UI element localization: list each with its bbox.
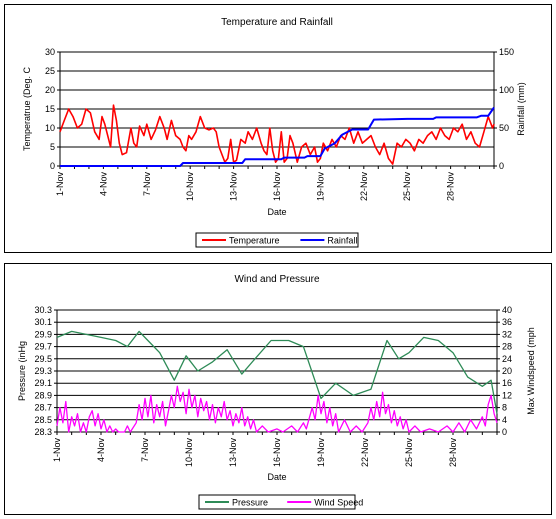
pressure-series-line — [56, 330, 498, 414]
wind-speed-series-line — [56, 385, 498, 433]
y-tick-label-right: 32 — [502, 329, 512, 339]
y-tick-label-left: 29.1 — [34, 378, 52, 388]
legend-label-wind-speed: Wind Speed — [314, 498, 363, 508]
y-tick-label-right: 28 — [502, 342, 512, 352]
y-tick-label-right: 12 — [502, 390, 512, 400]
y-tick-label-left: 29.7 — [34, 342, 52, 352]
y-tick-label-left: 30.3 — [34, 305, 52, 315]
y-tick-label-left: 28.7 — [34, 403, 52, 413]
y-axis-label-left: Pressure (inHg — [17, 341, 27, 401]
wind-pressure-chart-panel: Wind and Pressure 28.3 28.5 28.7 28.9 29.1 29.… — [4, 263, 552, 515]
x-axis-label: Date — [267, 472, 286, 482]
temperature-series-line — [59, 104, 495, 165]
y-tick-label-right: 4 — [502, 415, 507, 425]
x-tick-label: 19-Nov — [315, 172, 325, 202]
y-tick-label-right: 8 — [502, 403, 507, 413]
x-tick-label: 28-Nov — [446, 172, 456, 202]
y-tick-label-left: 25 — [45, 66, 55, 76]
y-tick-label-right: 20 — [502, 366, 512, 376]
x-tick-label: 1-Nov — [52, 438, 62, 463]
x-tick-label: 13-Nov — [228, 438, 238, 468]
legend-label-temperature: Temperature — [229, 236, 280, 246]
y-axis-label-right: Rainfall (mm) — [516, 82, 526, 136]
x-tick-label: 13-Nov — [229, 172, 239, 202]
y-tick-label-right: 36 — [502, 317, 512, 327]
y-axis-label-left: Temperatrue (Deg. C — [22, 66, 32, 151]
x-tick-label: 22-Nov — [360, 438, 370, 468]
x-tick-label: 22-Nov — [359, 172, 369, 202]
y-tick-label-left: 28.9 — [34, 390, 52, 400]
y-tick-label-right: 100 — [499, 85, 514, 95]
x-tick-label: 4-Nov — [96, 438, 106, 463]
y-tick-label-left: 29.5 — [34, 354, 52, 364]
legend-label-pressure: Pressure — [232, 498, 268, 508]
x-tick-label: 4-Nov — [98, 172, 108, 197]
x-tick-label: 16-Nov — [272, 438, 282, 468]
y-tick-label-left: 29.9 — [34, 329, 52, 339]
y-tick-label-left: 30 — [45, 47, 55, 57]
x-tick-label: 1-Nov — [55, 172, 65, 197]
x-tick-label: 25-Nov — [404, 438, 414, 468]
x-tick-label: 10-Nov — [185, 172, 195, 202]
legend-label-rainfall: Rainfall — [327, 236, 357, 246]
chart-title: Temperature and Rainfall — [221, 17, 333, 28]
y-tick-label-left: 0 — [50, 161, 55, 171]
x-tick-label: 19-Nov — [316, 438, 326, 468]
y-tick-label-right: 40 — [502, 305, 512, 315]
y-tick-label-left: 28.3 — [34, 427, 52, 437]
x-tick-label: 28-Nov — [448, 438, 458, 468]
y-tick-label-right: 0 — [502, 427, 507, 437]
y-tick-label-left: 29.3 — [34, 366, 52, 376]
temperature-rainfall-chart-panel: Temperature and Rainfall 0 5 10 15 20 25 30 0 50 1… — [4, 4, 552, 253]
y-tick-label-right: 24 — [502, 354, 512, 364]
y-tick-label-right: 50 — [499, 123, 509, 133]
x-tick-label: 10-Nov — [184, 438, 194, 468]
x-tick-label: 16-Nov — [272, 172, 282, 202]
legend-box — [195, 232, 359, 248]
legend-box — [198, 494, 356, 510]
y-tick-label-left: 10 — [45, 123, 55, 133]
y-tick-label-right: 16 — [502, 378, 512, 388]
x-tick-label: 7-Nov — [140, 438, 150, 463]
y-tick-label-right: 150 — [499, 47, 514, 57]
y-tick-label-left: 28.5 — [34, 415, 52, 425]
y-tick-label-left: 20 — [45, 85, 55, 95]
x-tick-label: 7-Nov — [142, 172, 152, 197]
x-axis-label: Date — [267, 207, 286, 217]
wind-pressure-chart: Wind and Pressure 28.3 28.5 28.7 28.9 29.1 29.… — [17, 274, 536, 510]
y-tick-label-right: 0 — [499, 161, 504, 171]
rainfall-series-line — [60, 106, 495, 167]
y-tick-label-left: 15 — [45, 104, 55, 114]
chart-title: Wind and Pressure — [234, 274, 319, 285]
temperature-rainfall-chart: Temperature and Rainfall 0 5 10 15 20 25 30 0 50 1… — [22, 17, 526, 248]
y-tick-label-left: 30.1 — [34, 317, 52, 327]
y-axis-label-right: Max Windspeed (mph — [526, 327, 536, 415]
y-tick-label-left: 5 — [50, 142, 55, 152]
x-tick-label: 25-Nov — [402, 172, 412, 202]
